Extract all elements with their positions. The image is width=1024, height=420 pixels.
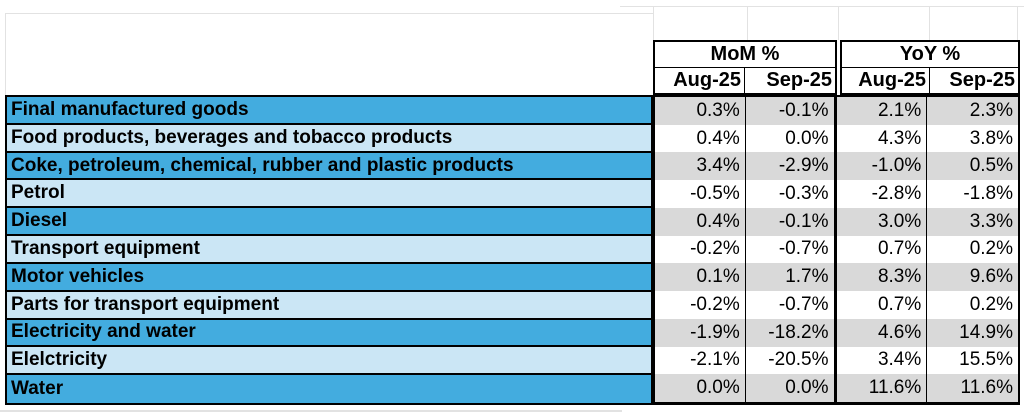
gridline-col-2 [747,6,748,40]
cell-mom-aug[interactable]: 0.4% [655,124,746,153]
table-row: 0.0% 0.0% 11.6% 11.6% [655,374,1018,402]
cell-yoy-sep[interactable]: 0.2% [969,238,1013,260]
yoy-col-header-aug[interactable]: Aug-25 [842,67,930,93]
mom-subheaders: Aug-25 Sep-25 [655,67,835,93]
gridline-top-horizontal [620,6,1024,7]
cell-mom-aug[interactable]: -1.9% [655,318,746,347]
cell-yoy-sep[interactable]: 15.5% [959,349,1013,371]
table-row: 0.3% -0.1% 2.1% 2.3% [655,97,1018,125]
gridline-col-1 [653,6,654,40]
cell-mom-sep[interactable]: -0.1% [746,207,837,236]
cell-mom-sep[interactable]: 0.0% [746,374,837,402]
gridline-col-5 [1017,6,1018,40]
table-row: -0.2% -0.7% 0.7% 0.2% [655,291,1018,319]
cell-mom-aug[interactable]: -0.2% [655,291,746,319]
cell-yoy-aug[interactable]: 11.6% [837,374,928,402]
table-row: 0.4% -0.1% 3.0% 3.3% [655,207,1018,236]
cell-yoy-aug[interactable]: 8.3% [837,263,928,292]
cell-mom-aug[interactable]: -2.1% [655,346,746,375]
cell-yoy-sep[interactable]: 9.6% [969,266,1013,288]
cell-yoy-sep[interactable]: 2.3% [969,99,1013,121]
cell-yoy-aug[interactable]: -2.8% [837,180,928,208]
table-row: -1.9% -18.2% 4.6% 14.9% [655,318,1018,347]
table-row: 0.4% 0.0% 4.3% 3.8% [655,124,1018,153]
table-row: -0.5% -0.3% -2.8% -1.8% [655,180,1018,208]
row-label-food-products[interactable]: Food products, beverages and tobacco pro… [7,124,651,153]
gridline-col-3 [838,6,839,40]
cell-mom-sep[interactable]: -0.7% [746,235,837,264]
row-label-final-manufactured-goods[interactable]: Final manufactured goods [7,97,651,125]
mom-col-header-sep[interactable]: Sep-25 [766,68,832,91]
row-label-transport-equipment[interactable]: Transport equipment [7,236,651,264]
cell-yoy-sep[interactable]: 3.8% [969,127,1013,149]
table-row: 3.4% -2.9% -1.0% 0.5% [655,152,1018,181]
gridline-bottom [0,410,622,412]
cell-mom-sep[interactable]: -0.7% [746,291,837,319]
cell-yoy-aug[interactable]: 4.3% [837,124,928,153]
cell-yoy-aug[interactable]: 0.7% [837,291,928,319]
row-label-coke-petroleum[interactable]: Coke, petroleum, chemical, rubber and pl… [7,152,651,181]
cell-mom-aug[interactable]: -0.2% [655,235,746,264]
mom-group-title[interactable]: MoM % [655,42,835,68]
table-row: -2.1% -20.5% 3.4% 15.5% [655,346,1018,375]
table-row: 0.1% 1.7% 8.3% 9.6% [655,263,1018,292]
mom-col-header-aug[interactable]: Aug-25 [655,67,745,93]
cell-mom-aug[interactable]: 3.4% [655,152,746,181]
cell-mom-sep[interactable]: 0.0% [746,124,837,153]
cell-yoy-aug[interactable]: 4.6% [837,318,928,347]
row-label-diesel[interactable]: Diesel [7,208,651,237]
yoy-col-header-sep[interactable]: Sep-25 [949,68,1015,91]
cell-mom-sep[interactable]: -0.1% [746,97,837,125]
row-label-petrol[interactable]: Petrol [7,180,651,209]
cell-yoy-aug[interactable]: 3.4% [837,346,928,375]
cell-mom-aug[interactable]: 0.4% [655,207,746,236]
cell-yoy-aug[interactable]: -1.0% [837,152,928,181]
cell-yoy-aug[interactable]: 2.1% [837,97,928,125]
yoy-header-group: YoY % Aug-25 Sep-25 [840,40,1020,95]
cell-mom-aug[interactable]: 0.0% [655,374,746,402]
cell-mom-aug[interactable]: 0.3% [655,97,746,125]
cell-yoy-sep[interactable]: 14.9% [959,321,1013,343]
row-label-block: Final manufactured goods Food products, … [5,95,653,405]
cell-mom-sep[interactable]: 1.7% [746,263,837,292]
row-label-water[interactable]: Water [7,375,651,403]
gridline-col-4 [929,6,930,40]
row-label-electricity-and-water[interactable]: Electricity and water [7,319,651,348]
row-label-parts-transport[interactable]: Parts for transport equipment [7,291,651,320]
row-label-electricity[interactable]: Elelctricity [7,347,651,376]
cell-mom-sep[interactable]: -0.3% [746,180,837,208]
yoy-subheaders: Aug-25 Sep-25 [842,67,1018,93]
cell-mom-sep[interactable]: -18.2% [746,318,837,347]
cell-mom-aug[interactable]: -0.5% [655,180,746,208]
mom-header-group: MoM % Aug-25 Sep-25 [653,40,837,95]
cell-yoy-aug[interactable]: 3.0% [837,207,928,236]
yoy-group-title[interactable]: YoY % [842,42,1018,68]
table-row: -0.2% -0.7% 0.7% 0.2% [655,235,1018,264]
cell-yoy-sep[interactable]: 0.5% [969,155,1013,177]
gridline-left-cell-top [5,13,653,14]
cell-mom-sep[interactable]: -20.5% [746,346,837,375]
gridline-left-cell-side [5,13,6,95]
cell-yoy-sep[interactable]: 11.6% [960,377,1013,399]
cell-yoy-aug[interactable]: 0.7% [837,235,928,264]
cell-yoy-sep[interactable]: 3.3% [969,210,1013,232]
cell-yoy-sep[interactable]: 0.2% [969,293,1013,315]
cell-mom-aug[interactable]: 0.1% [655,263,746,292]
cell-mom-sep[interactable]: -2.9% [746,152,837,181]
cell-yoy-sep[interactable]: -1.8% [963,183,1013,205]
data-value-block: 0.3% -0.1% 2.1% 2.3% 0.4% 0.0% 4.3% 3.8%… [653,95,1020,405]
row-label-motor-vehicles[interactable]: Motor vehicles [7,263,651,292]
